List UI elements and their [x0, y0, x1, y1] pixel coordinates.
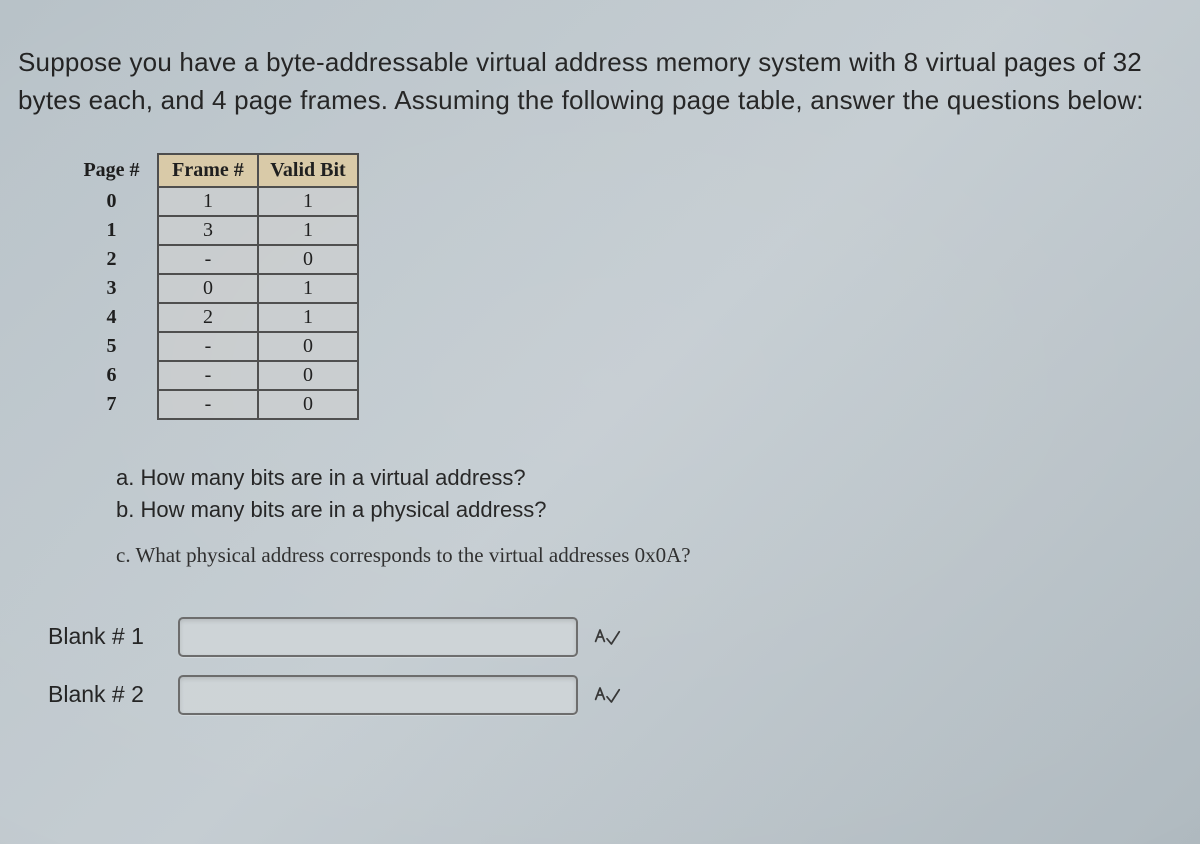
cell-frame: -: [158, 332, 258, 361]
cell-valid: 0: [258, 245, 358, 274]
cell-valid: 1: [258, 303, 358, 332]
cell-frame: 1: [158, 187, 258, 216]
blank-1-label: Blank # 1: [48, 623, 178, 650]
cell-page: 2: [80, 245, 158, 274]
table-row: 5-0: [80, 332, 358, 361]
cell-frame: -: [158, 390, 258, 419]
blank-1-input[interactable]: [178, 617, 578, 657]
spellcheck-icon[interactable]: [592, 623, 622, 651]
cell-valid: 0: [258, 390, 358, 419]
page-table: Page # Frame # Valid Bit 0111312-0301421…: [80, 153, 359, 420]
col-header-frame: Frame #: [158, 154, 258, 187]
table-row: 301: [80, 274, 358, 303]
cell-valid: 1: [258, 274, 358, 303]
table-row: 011: [80, 187, 358, 216]
question-b: b. How many bits are in a physical addre…: [116, 494, 1182, 526]
table-row: 131: [80, 216, 358, 245]
blank-row-1: Blank # 1: [48, 617, 1182, 657]
sub-questions: a. How many bits are in a virtual addres…: [116, 462, 1182, 570]
cell-frame: -: [158, 245, 258, 274]
blank-2-input[interactable]: [178, 675, 578, 715]
cell-page: 1: [80, 216, 158, 245]
answer-blanks: Blank # 1 Blank # 2: [48, 617, 1182, 715]
col-header-page: Page #: [80, 154, 158, 187]
cell-valid: 0: [258, 361, 358, 390]
cell-page: 6: [80, 361, 158, 390]
cell-frame: 2: [158, 303, 258, 332]
col-header-valid: Valid Bit: [258, 154, 358, 187]
cell-page: 4: [80, 303, 158, 332]
cell-frame: 3: [158, 216, 258, 245]
table-row: 6-0: [80, 361, 358, 390]
cell-page: 7: [80, 390, 158, 419]
table-row: 2-0: [80, 245, 358, 274]
cell-page: 0: [80, 187, 158, 216]
cell-page: 5: [80, 332, 158, 361]
question-container: Suppose you have a byte-addressable virt…: [0, 0, 1200, 715]
cell-valid: 1: [258, 187, 358, 216]
cell-valid: 0: [258, 332, 358, 361]
spellcheck-icon[interactable]: [592, 681, 622, 709]
question-prompt: Suppose you have a byte-addressable virt…: [18, 44, 1182, 119]
cell-page: 3: [80, 274, 158, 303]
table-header-row: Page # Frame # Valid Bit: [80, 154, 358, 187]
cell-frame: -: [158, 361, 258, 390]
blank-row-2: Blank # 2: [48, 675, 1182, 715]
table-row: 421: [80, 303, 358, 332]
question-c: c. What physical address corresponds to …: [116, 540, 1182, 570]
cell-valid: 1: [258, 216, 358, 245]
blank-2-label: Blank # 2: [48, 681, 178, 708]
question-a: a. How many bits are in a virtual addres…: [116, 462, 1182, 494]
table-row: 7-0: [80, 390, 358, 419]
cell-frame: 0: [158, 274, 258, 303]
